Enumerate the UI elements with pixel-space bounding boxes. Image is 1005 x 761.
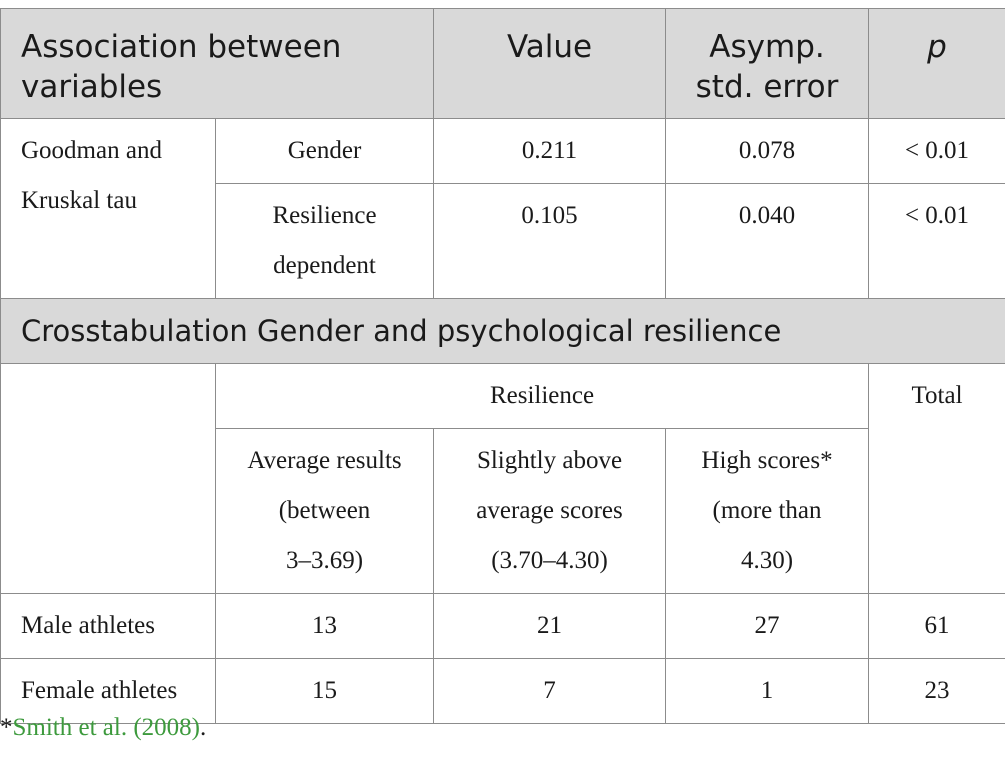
row-name-resilience-line1: Resilience — [272, 202, 377, 229]
crosstab-title-row: Crosstabulation Gender and psychological… — [0, 298, 1005, 364]
footnote-suffix: . — [199, 714, 207, 741]
category-average-line1: Average results — [247, 447, 402, 474]
category-high-line3: 4.30) — [740, 547, 794, 574]
row-error-resilience: 0.040 — [665, 183, 870, 299]
header-std-error-line2: std. error — [695, 69, 839, 105]
header-p: p — [868, 8, 1005, 119]
category-slightly-above-line2: average scores — [476, 497, 623, 524]
header-association: Association between variables — [0, 8, 435, 119]
association-label-line2: Kruskal tau — [21, 187, 137, 214]
cell-male-high: 27 — [665, 593, 870, 659]
table-row: Female athletes 15 7 1 23 — [0, 658, 1005, 724]
category-slightly-above-line1: Slightly above — [476, 447, 623, 474]
cell-female-slightly-above: 7 — [433, 658, 667, 724]
cell-male-average: 13 — [214, 593, 435, 659]
row-name-resilience: Resilience dependent — [214, 183, 435, 299]
category-average-line2: (between — [278, 497, 371, 524]
row-error-gender: 0.078 — [665, 118, 870, 184]
footnote-reference-link[interactable]: Smith et al. (2008) — [12, 714, 200, 741]
crosstab-group-label: Resilience — [214, 363, 870, 429]
footnote-marker: * — [0, 714, 13, 741]
crosstab-group-row: Resilience Total — [0, 363, 1005, 594]
statistics-table: Association between variables Value Asym… — [0, 8, 1005, 724]
crosstab-category-row: Average results (between 3–3.69) Slightl… — [1, 428, 1005, 594]
row-value-resilience: 0.105 — [433, 183, 667, 299]
crosstab-title: Crosstabulation Gender and psychological… — [0, 298, 1005, 364]
crosstab-empty-cell — [0, 363, 216, 594]
header-association-line1: Association between — [21, 29, 342, 65]
table-row: Goodman and Kruskal tau Gender 0.211 0.0… — [0, 118, 1005, 299]
row-p-resilience: < 0.01 — [868, 183, 1005, 299]
category-high-line2: (more than — [712, 497, 822, 524]
category-average-line3: 3–3.69) — [285, 547, 364, 574]
category-slightly-above: Slightly above average scores (3.70–4.30… — [433, 428, 667, 594]
table-row: Male athletes 13 21 27 61 — [0, 593, 1005, 659]
row-name-resilience-line2: dependent — [273, 252, 376, 279]
cell-male-total: 61 — [868, 593, 1005, 659]
row-label-female: Female athletes — [0, 658, 216, 724]
category-average: Average results (between 3–3.69) — [214, 428, 435, 594]
cell-female-total: 23 — [868, 658, 1005, 724]
row-value-gender: 0.211 — [433, 118, 667, 184]
cell-female-high: 1 — [665, 658, 870, 724]
category-slightly-above-line3: (3.70–4.30) — [491, 547, 608, 574]
header-std-error: Asymp. std. error — [665, 8, 870, 119]
crosstab-total-label: Total — [868, 363, 1005, 594]
header-association-line2: variables — [21, 69, 163, 105]
header-std-error-line1: Asymp. — [709, 29, 825, 65]
row-p-gender: < 0.01 — [868, 118, 1005, 184]
cell-female-average: 15 — [214, 658, 435, 724]
category-high: High scores* (more than 4.30) — [665, 428, 870, 594]
association-label: Goodman and Kruskal tau — [0, 118, 216, 299]
header-value: Value — [433, 8, 667, 119]
row-name-gender: Gender — [214, 118, 435, 184]
association-label-line1: Goodman and — [21, 137, 162, 164]
category-high-line1: High scores* — [701, 447, 833, 474]
footnote: *Smith et al. (2008). — [0, 714, 206, 742]
cell-male-slightly-above: 21 — [433, 593, 667, 659]
row-label-male: Male athletes — [0, 593, 216, 659]
header-row: Association between variables Value Asym… — [0, 8, 1005, 119]
